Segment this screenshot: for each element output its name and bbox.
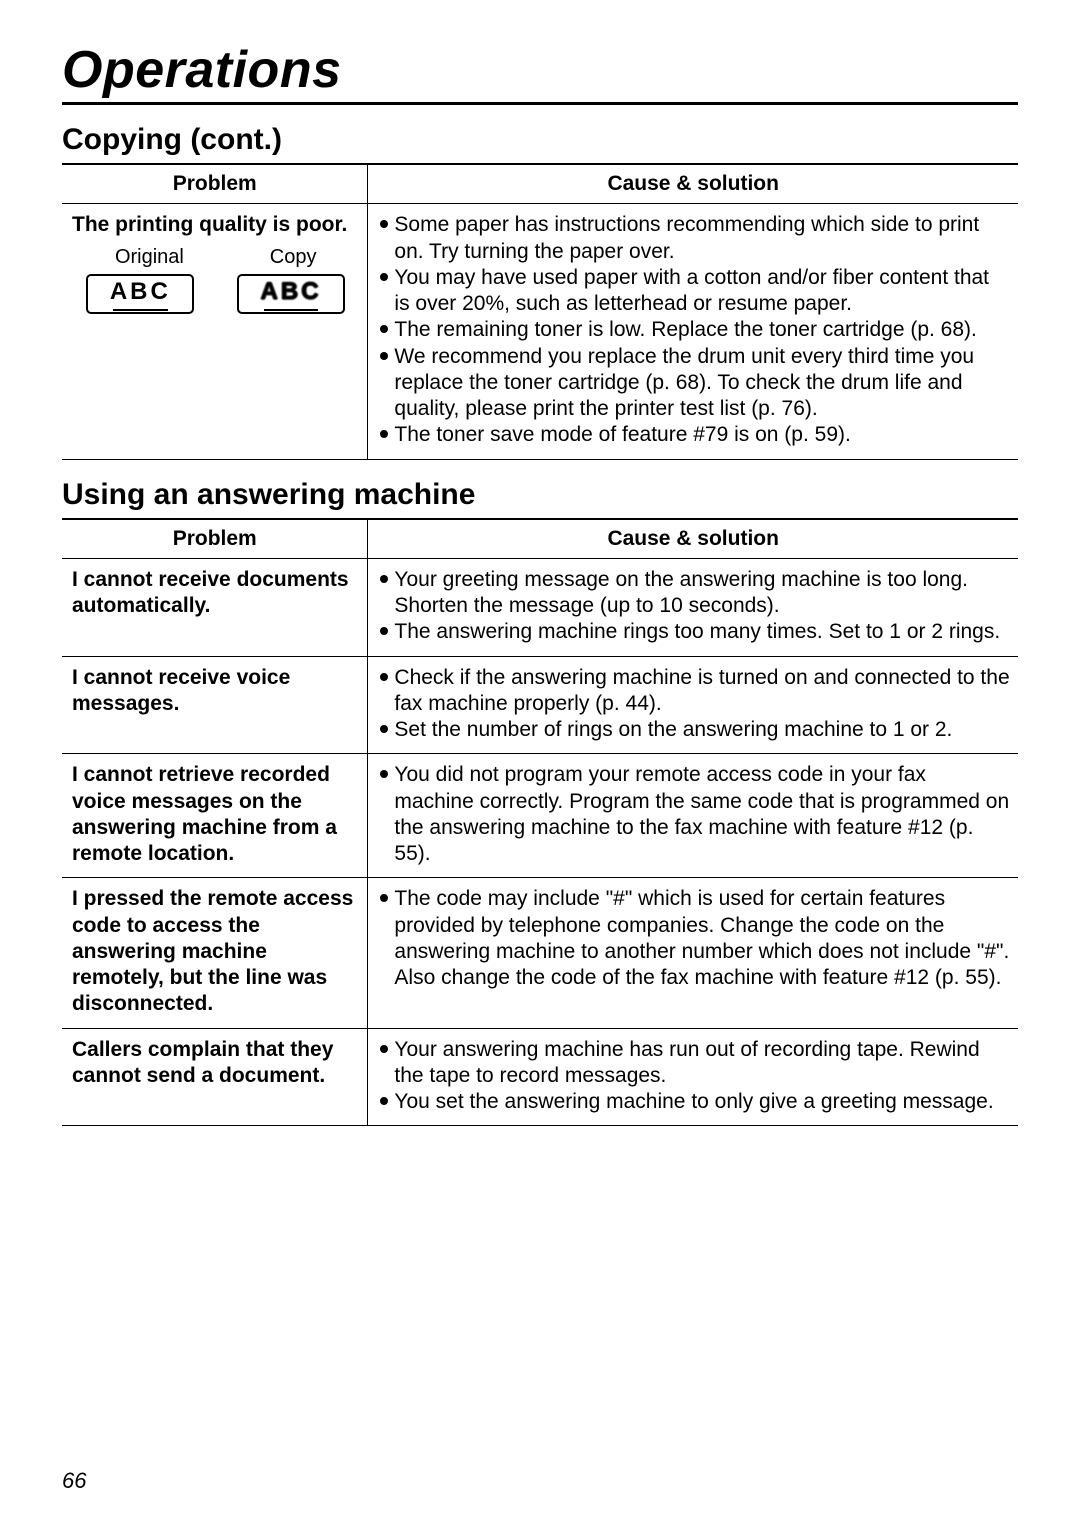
bullet-item: The toner save mode of feature #79 is on… [378,422,1010,448]
header-problem: Problem [62,519,368,559]
page-title: Operations [62,40,1018,105]
section-title-answering: Using an answering machine [62,478,1018,512]
bullet-list: Your answering machine has run out of re… [378,1037,1010,1116]
table-answering: Problem Cause & solution I cannot receiv… [62,518,1018,1127]
table-row: I cannot receive voice messages. Check i… [62,656,1018,754]
abc-copy: ABC [261,277,322,307]
bullet-list: Check if the answering machine is turned… [378,665,1010,744]
bullet-list: Your greeting message on the answering m… [378,567,1010,646]
bullet-item: The answering machine rings too many tim… [378,619,1010,645]
bullet-item: Some paper has instructions recommending… [378,212,1010,265]
header-problem: Problem [62,164,368,204]
solution-cell: Your greeting message on the answering m… [368,558,1018,656]
problem-cell: I cannot receive voice messages. [62,656,368,754]
bullet-item: The remaining toner is low. Replace the … [378,317,1010,343]
page-number: 66 [62,1468,86,1494]
header-solution: Cause & solution [368,519,1018,559]
table-header-row: Problem Cause & solution [62,164,1018,204]
table-copying: Problem Cause & solution The printing qu… [62,163,1018,460]
table-row: I pressed the remote access code to acce… [62,878,1018,1028]
illustration-boxes: ABC ABC [72,274,359,314]
bullet-list: You did not program your remote access c… [378,762,1010,867]
copy-label: Copy [270,245,317,270]
bullet-item: Check if the answering machine is turned… [378,665,1010,718]
header-solution: Cause & solution [368,164,1018,204]
solution-cell: Check if the answering machine is turned… [368,656,1018,754]
solution-cell: The code may include "#" which is used f… [368,878,1018,1028]
abc-original: ABC [110,277,171,307]
copy-box: ABC [237,274,345,314]
table-row: I cannot retrieve recorded voice message… [62,754,1018,878]
problem-cell: I cannot receive documents automatically… [62,558,368,656]
original-box: ABC [86,274,194,314]
solution-cell: Your answering machine has run out of re… [368,1028,1018,1126]
bullet-item: You did not program your remote access c… [378,762,1010,867]
table-row: I cannot receive documents automatically… [62,558,1018,656]
problem-cell: I cannot retrieve recorded voice message… [62,754,368,878]
bullet-item: Set the number of rings on the answering… [378,717,1010,743]
original-label: Original [115,245,184,270]
bullet-list: Some paper has instructions recommending… [378,212,1010,448]
section-title-copying: Copying (cont.) [62,123,1018,157]
table-row: Callers complain that they cannot send a… [62,1028,1018,1126]
problem-cell: The printing quality is poor. Original C… [62,204,368,459]
table-row: The printing quality is poor. Original C… [62,204,1018,459]
bullet-item: You may have used paper with a cotton an… [378,265,1010,318]
solution-cell: Some paper has instructions recommending… [368,204,1018,459]
solution-cell: You did not program your remote access c… [368,754,1018,878]
underline-icon [264,309,319,311]
problem-cell: Callers complain that they cannot send a… [62,1028,368,1126]
table-header-row: Problem Cause & solution [62,519,1018,559]
problem-text: The printing quality is poor. [72,212,359,238]
bullet-item: You set the answering machine to only gi… [378,1089,1010,1115]
bullet-list: The code may include "#" which is used f… [378,886,1010,991]
bullet-item: We recommend you replace the drum unit e… [378,344,1010,423]
bullet-item: Your answering machine has run out of re… [378,1037,1010,1090]
underline-icon [113,309,168,311]
bullet-item: The code may include "#" which is used f… [378,886,1010,991]
illustration-labels: Original Copy [72,245,359,270]
bullet-item: Your greeting message on the answering m… [378,567,1010,620]
problem-cell: I pressed the remote access code to acce… [62,878,368,1028]
